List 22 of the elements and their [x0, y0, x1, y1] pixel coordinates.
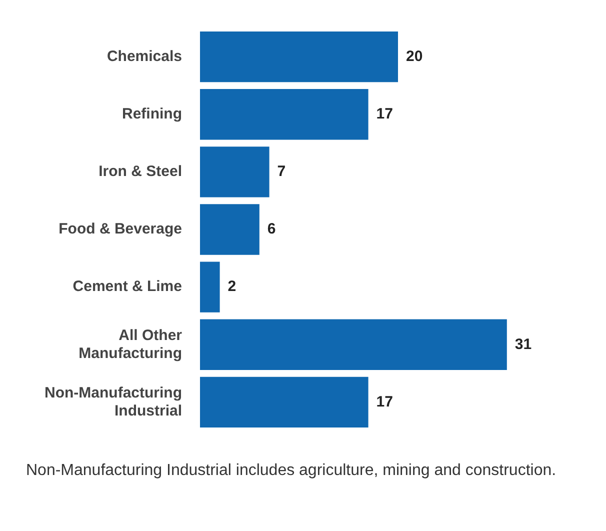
data-label: 31	[514, 336, 532, 353]
y-tick-label: Iron & Steel	[98, 163, 182, 180]
bar	[200, 376, 368, 428]
data-label: 20	[406, 48, 423, 65]
data-label: 17	[376, 106, 393, 122]
bar	[200, 89, 368, 140]
bar	[200, 31, 398, 82]
data-label: 7	[277, 163, 286, 180]
y-tick-label: Non-Manufacturing Industrial	[44, 384, 182, 420]
bar	[200, 146, 270, 198]
y-tick-label: Chemicals	[106, 48, 182, 65]
bar	[200, 262, 220, 312]
y-tick-label: All Other Manufacturing	[78, 326, 182, 362]
bar	[200, 319, 507, 370]
y-tick-label: Food & Beverage	[58, 220, 182, 238]
data-label: 17	[376, 393, 393, 410]
bar	[200, 204, 260, 255]
y-tick-label: Cement & Lime	[72, 278, 182, 296]
data-label: 2	[228, 278, 236, 296]
y-tick-label: Refining	[122, 106, 182, 122]
data-label: 6	[267, 220, 276, 238]
text: Non-Manufacturing Industrial includes agriculture, mining and construction.	[26, 461, 558, 481]
